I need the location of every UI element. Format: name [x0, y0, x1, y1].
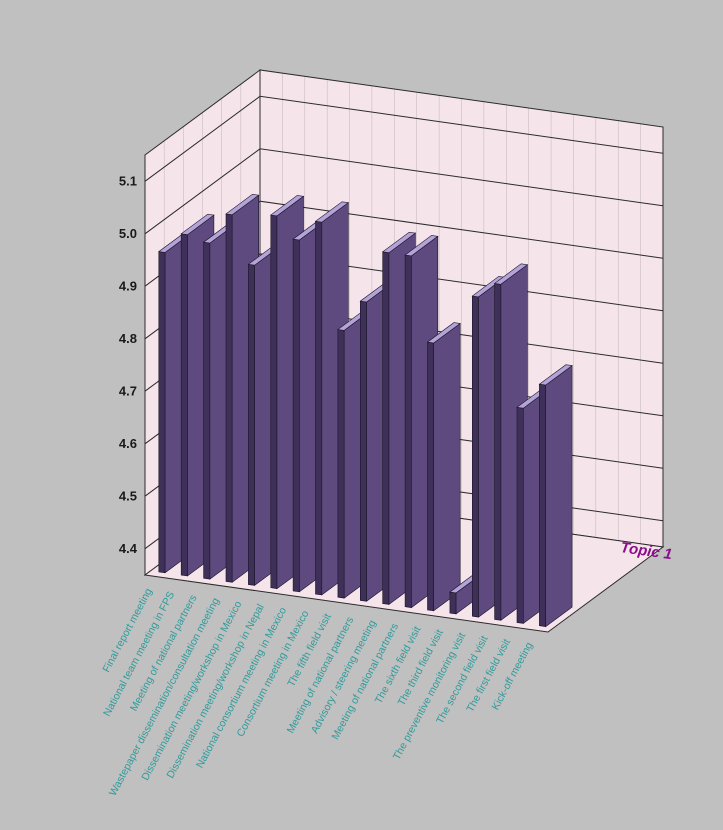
y-tick-label: 5.0: [119, 226, 137, 241]
bar-side-face: [545, 365, 573, 628]
bar-front-face: [292, 238, 300, 593]
bar-front-face: [539, 383, 547, 627]
y-tick-label: 4.6: [119, 436, 137, 451]
bar-top-face: [381, 231, 417, 254]
bar-top-face: [404, 235, 439, 257]
y-tick-label: 4.9: [119, 278, 137, 293]
bar-top-face: [180, 213, 215, 236]
bar-front-face: [248, 263, 255, 586]
bar-front-face: [449, 591, 457, 615]
bar-front-face: [516, 406, 524, 624]
bar-side-face: [433, 322, 461, 612]
y-tick-label: 4.8: [119, 331, 137, 346]
bar-front-face: [382, 251, 390, 605]
y-tick-label: 5.1: [119, 173, 137, 188]
bar-front-face: [270, 214, 278, 589]
bar-front-face: [180, 233, 188, 577]
bar-top-face: [426, 322, 461, 344]
bar-front-face: [404, 254, 412, 608]
y-tick-label: 4.4: [119, 541, 138, 556]
bar-front-face: [359, 300, 367, 602]
y-tick-label: 4.7: [119, 383, 137, 398]
bar-front-face: [337, 329, 345, 599]
gridline: [144, 95, 664, 182]
bars: [158, 193, 573, 628]
bar: [426, 322, 461, 612]
bar-front-face: [158, 251, 166, 574]
bar-front-face: [471, 295, 479, 618]
bar-top-face: [314, 201, 350, 223]
y-axis-ticks: 4.4 4.5 4.6 4.7 4.8 4.9 5.0 5.1: [119, 173, 138, 556]
bar-top-face: [538, 364, 573, 386]
bar: [404, 235, 439, 609]
bar-front-face: [427, 341, 435, 612]
bar-front-face: [315, 220, 323, 596]
bar-top-face: [270, 195, 305, 217]
bar-top-face: [493, 263, 529, 285]
bar-front-face: [494, 283, 502, 621]
bar-front-face: [225, 213, 233, 583]
bar: [538, 364, 573, 628]
y-tick-label: 4.5: [119, 488, 137, 503]
bar-top-face: [225, 193, 260, 216]
gridline: [144, 148, 664, 235]
bar-front-face: [203, 241, 211, 580]
